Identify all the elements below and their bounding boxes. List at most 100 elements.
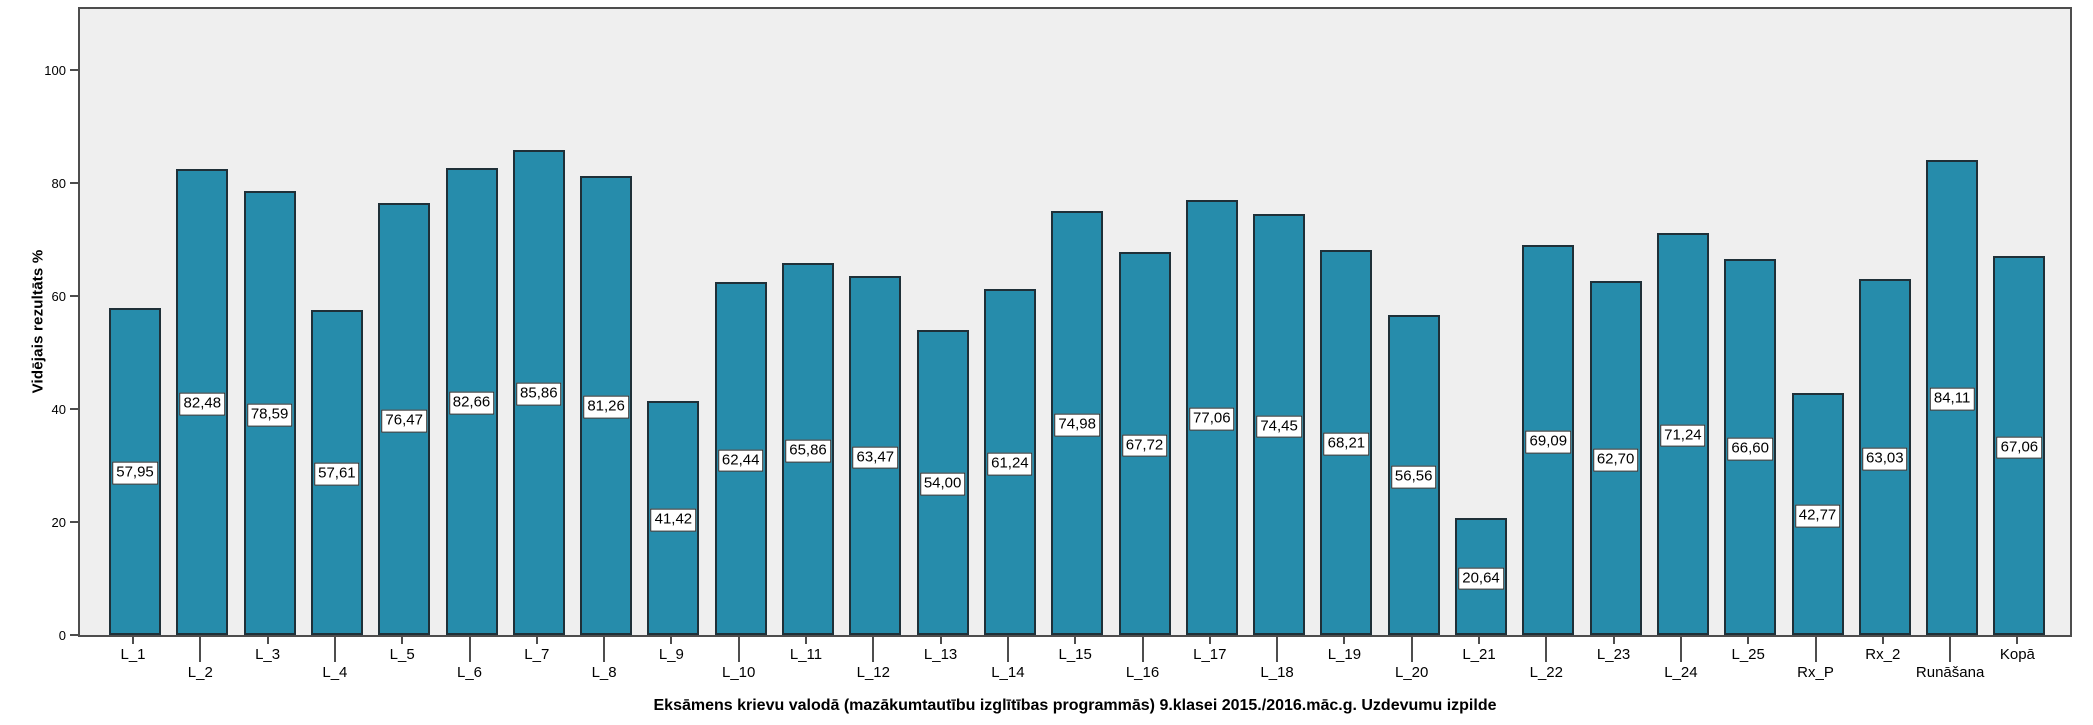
bar-value-label: 65,86 [785, 439, 831, 463]
bar-value-label: 84,11 [1929, 388, 1975, 411]
y-tick [70, 521, 78, 523]
y-tick [70, 182, 78, 184]
x-tick [872, 635, 875, 662]
x-tick [1545, 635, 1548, 662]
x-tick [1276, 635, 1279, 662]
bar-value-label: 68,21 [1323, 432, 1370, 456]
x-tick [670, 635, 673, 644]
chart-title: Eksāmens krievu valodā (mazākumtautību i… [653, 697, 1497, 714]
bar-value-label: 62,70 [1592, 448, 1639, 472]
bar-value-label: 67,72 [1121, 434, 1168, 458]
x-tick-label-L_20: L_20 [1395, 664, 1429, 681]
bar-value-label: 66,60 [1727, 437, 1773, 461]
x-tick [1814, 635, 1817, 662]
x-tick-label-L_19: L_19 [1327, 646, 1362, 663]
bar-value-label: 67,06 [1996, 436, 2043, 459]
x-tick [1343, 635, 1346, 644]
x-tick-label-L_21: L_21 [1462, 646, 1496, 663]
x-tick [401, 635, 404, 644]
x-tick-label-L_13: L_13 [923, 646, 958, 663]
x-tick [535, 635, 538, 644]
y-tick-label: 100 [44, 63, 66, 78]
bar-value-label: 41,42 [650, 508, 697, 532]
y-tick [70, 295, 78, 297]
bar-value-label: 63,03 [1862, 447, 1908, 471]
x-tick [603, 635, 606, 662]
x-tick [468, 635, 471, 662]
x-tick-label-L_16: L_16 [1125, 664, 1160, 681]
bar-value-label: 61,24 [987, 452, 1033, 476]
bar-value-label: 76,47 [381, 409, 427, 433]
x-tick-label-L_10: L_10 [722, 664, 756, 681]
x-tick [737, 635, 740, 662]
x-tick [1612, 635, 1615, 644]
x-tick [2016, 635, 2019, 644]
bar-value-label: 77,06 [1189, 407, 1235, 431]
x-tick-label-L_6: L_6 [456, 664, 483, 681]
x-tick [1679, 635, 1682, 662]
x-tick-label-L_25: L_25 [1731, 646, 1765, 663]
plot-area: 57,95 82,48 78,59 57,61 76,47 82,66 85,86 81,26… [78, 7, 2072, 637]
x-tick-label-Runāšana: Runāšana [1915, 664, 1985, 681]
x-tick-label-L_3: L_3 [255, 646, 281, 663]
x-tick [333, 635, 336, 662]
x-tick-label-L_2: L_2 [187, 664, 213, 681]
y-tick [70, 408, 78, 410]
x-tick-label-L_5: L_5 [389, 646, 415, 663]
x-tick-label-L_18: L_18 [1260, 664, 1294, 681]
x-tick-label-Kopā: Kopā [1999, 646, 2035, 663]
bar-value-label: 81,26 [583, 396, 629, 419]
y-tick-label: 0 [58, 628, 66, 643]
bar-value-label: 82,48 [179, 392, 226, 416]
y-tick [70, 634, 78, 636]
x-tick-label-L_15: L_15 [1058, 646, 1092, 663]
x-tick-label-L_22: L_22 [1529, 664, 1563, 681]
x-tick [266, 635, 269, 644]
x-tick [1881, 635, 1884, 644]
x-tick [1141, 635, 1144, 662]
y-tick-label: 40 [51, 402, 66, 417]
x-tick [1410, 635, 1413, 662]
y-tick [70, 69, 78, 71]
bar-value-label: 20,64 [1458, 567, 1504, 591]
x-tick [1006, 635, 1009, 662]
x-tick-label-L_1: L_1 [120, 646, 146, 663]
y-tick-label: 20 [51, 515, 66, 530]
bar-value-label: 82,66 [448, 392, 495, 415]
bar-value-label: 57,61 [314, 462, 360, 486]
y-tick-label: 80 [51, 176, 66, 191]
bar-value-label: 78,59 [246, 403, 293, 427]
x-tick-label-Rx_2: Rx_2 [1865, 646, 1901, 663]
y-tick-label: 60 [51, 289, 66, 304]
x-tick-label-L_17: L_17 [1193, 646, 1227, 663]
bar-value-label: 54,00 [919, 473, 966, 496]
x-tick [805, 635, 807, 644]
x-tick-label-Rx_P: Rx_P [1797, 664, 1834, 681]
bar-value-label: 85,86 [516, 383, 562, 406]
x-tick [199, 635, 202, 662]
bar-value-label: 74,98 [1054, 413, 1100, 437]
bar-value-label: 62,44 [717, 449, 764, 472]
bar-value-label: 42,77 [1794, 504, 1841, 528]
x-tick [132, 635, 134, 644]
bar-value-label: 56,56 [1390, 465, 1437, 489]
bar-value-label: 57,95 [112, 461, 158, 485]
x-tick [1074, 635, 1077, 644]
x-tick-label-L_24: L_24 [1664, 664, 1698, 681]
x-tick [1478, 635, 1480, 644]
x-tick-label-L_4: L_4 [322, 664, 348, 681]
x-tick-label-L_9: L_9 [658, 646, 684, 663]
bar-value-label: 69,09 [1525, 430, 1572, 454]
x-tick [1208, 635, 1211, 644]
bar-value-label: 71,24 [1660, 424, 1706, 448]
x-tick [1747, 635, 1750, 644]
x-tick-label-L_12: L_12 [856, 664, 890, 681]
bar-value-label: 74,45 [1256, 415, 1302, 439]
x-tick-label-L_8: L_8 [591, 664, 617, 681]
bar-value-label: 63,47 [852, 446, 899, 470]
x-tick-label-L_14: L_14 [991, 664, 1025, 681]
x-tick-label-L_23: L_23 [1596, 646, 1631, 663]
x-tick-label-L_11: L_11 [789, 646, 823, 663]
x-tick [939, 635, 942, 644]
